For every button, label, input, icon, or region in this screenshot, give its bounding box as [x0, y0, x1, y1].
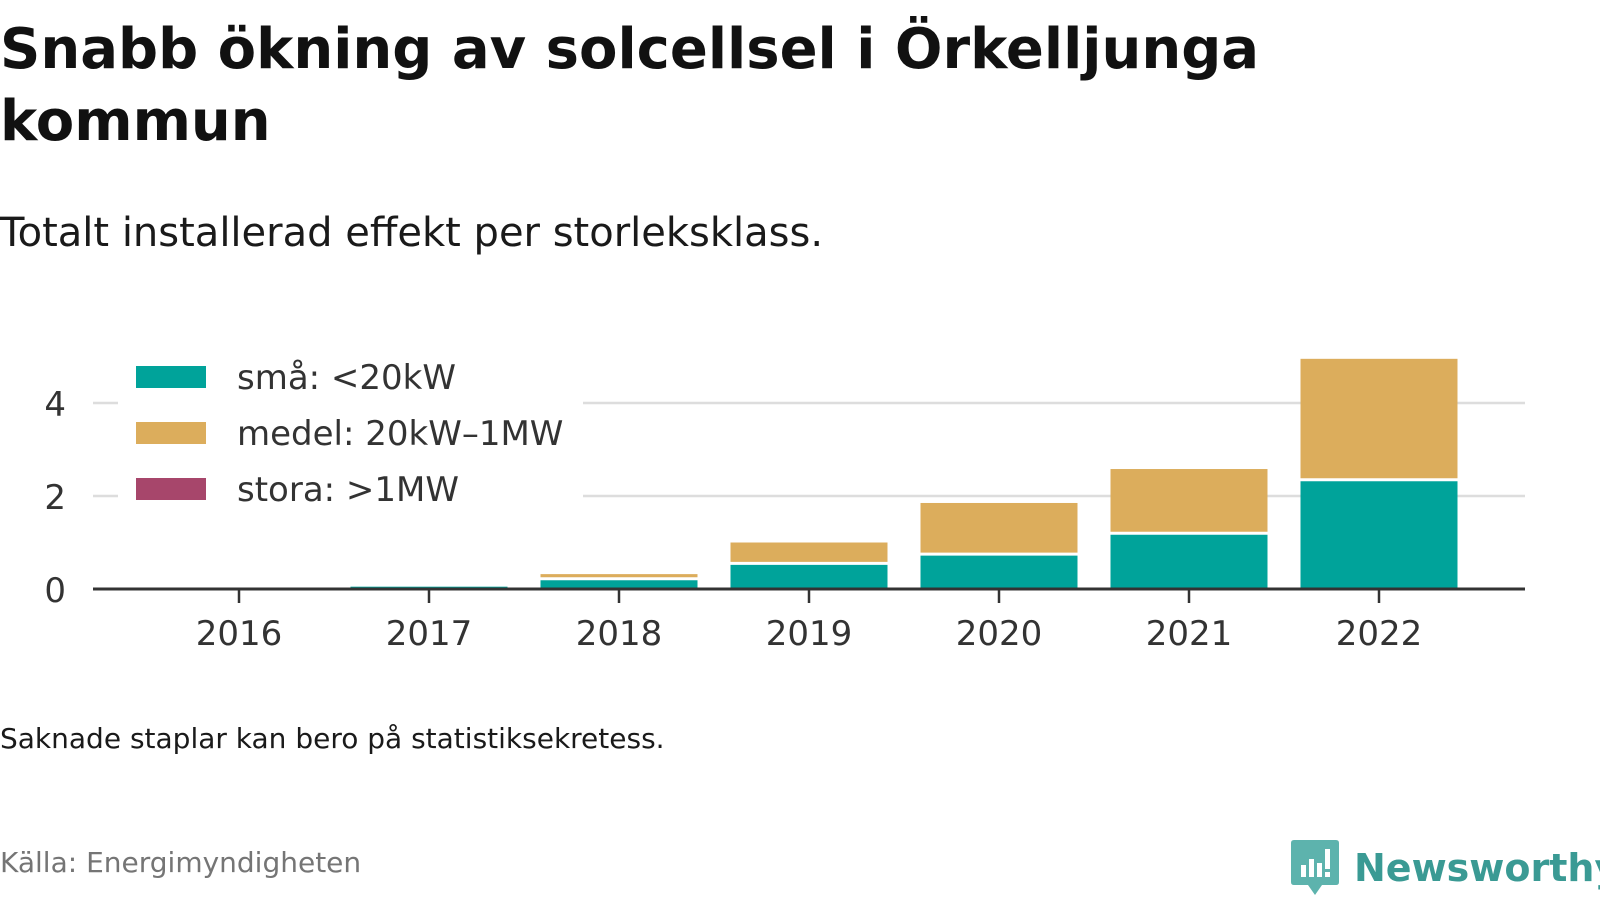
x-tick-label: 2019 [766, 614, 853, 654]
legend-label: medel: 20kW–1MW [237, 414, 563, 454]
bar-segment [730, 542, 888, 564]
chart-subtitle: Totalt installerad effekt per storlekskl… [0, 210, 824, 256]
bar-segment [920, 502, 1078, 555]
y-tick-label: 0 [44, 571, 66, 611]
brand-name: Newsworthy [1354, 846, 1600, 890]
x-tick-label: 2016 [196, 614, 283, 654]
x-tick-label: 2017 [386, 614, 473, 654]
x-tick-label: 2018 [576, 614, 663, 654]
legend-swatch [136, 422, 206, 444]
legend-swatch [136, 366, 206, 388]
y-tick-label: 2 [44, 478, 66, 518]
x-tick-label: 2021 [1146, 614, 1233, 654]
bar-segment [540, 578, 698, 589]
bar-segment [1300, 358, 1458, 480]
chart-title: Snabb ökning av solcellsel i Örkelljunga… [0, 17, 1260, 154]
source-credit: Källa: Energimyndigheten [0, 846, 362, 879]
legend-label: små: <20kW [237, 358, 456, 398]
bar-segment [1110, 469, 1268, 534]
brand-logo[interactable]: Newsworthy [1290, 838, 1600, 898]
legend-swatch [136, 478, 206, 500]
bar-segment [1110, 533, 1268, 589]
footnote: Saknade staplar kan bero på statistiksek… [0, 722, 665, 755]
legend-label: stora: >1MW [237, 470, 459, 510]
bars [350, 358, 1458, 589]
axes: 0 2 4 2016 2017 2018 2019 2020 2021 2022 [44, 385, 1525, 654]
x-tick-label: 2022 [1336, 614, 1423, 654]
bar-segment [730, 563, 888, 589]
bar-segment [1300, 479, 1458, 589]
bar-segment [920, 554, 1078, 589]
stacked-bar-chart: 0 2 4 2016 2017 2018 2019 2020 2021 2022 små: <20… [44, 350, 1525, 654]
newsworthy-logo-icon [1291, 840, 1339, 895]
x-tick-label: 2020 [956, 614, 1043, 654]
y-tick-label: 4 [44, 385, 66, 425]
legend: små: <20kW medel: 20kW–1MW stora: >1MW [118, 350, 583, 522]
bar-segment [540, 574, 698, 579]
